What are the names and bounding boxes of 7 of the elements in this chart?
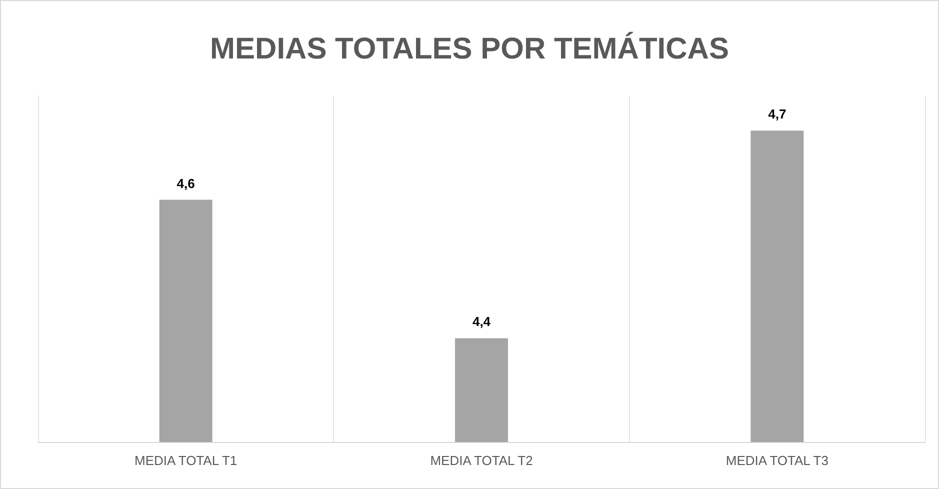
data-label: 4,6 xyxy=(176,176,195,191)
data-label: 4,4 xyxy=(472,314,492,330)
x-tick-label: MEDIA TOTAL T3 xyxy=(726,453,828,468)
x-tick-label: MEDIA TOTAL T2 xyxy=(430,453,533,468)
data-label: 4,7 xyxy=(768,106,786,122)
chart-title: MEDIAS TOTALES POR TEMÁTICAS xyxy=(210,32,729,66)
x-tick-label: MEDIA TOTAL T1 xyxy=(134,453,238,468)
